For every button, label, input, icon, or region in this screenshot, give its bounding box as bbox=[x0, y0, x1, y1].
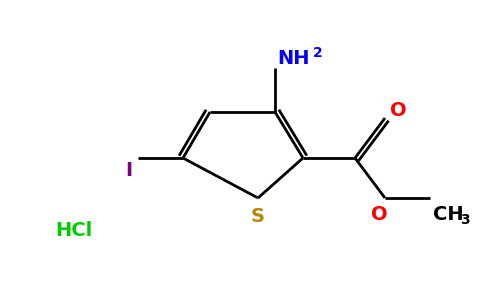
Text: S: S bbox=[251, 206, 265, 226]
Text: O: O bbox=[390, 100, 407, 119]
Text: 2: 2 bbox=[313, 46, 323, 60]
Text: O: O bbox=[371, 205, 388, 224]
Text: CH: CH bbox=[433, 205, 464, 224]
Text: NH: NH bbox=[277, 49, 309, 68]
Text: 3: 3 bbox=[460, 213, 469, 227]
Text: HCl: HCl bbox=[55, 220, 92, 239]
Text: I: I bbox=[125, 160, 132, 179]
